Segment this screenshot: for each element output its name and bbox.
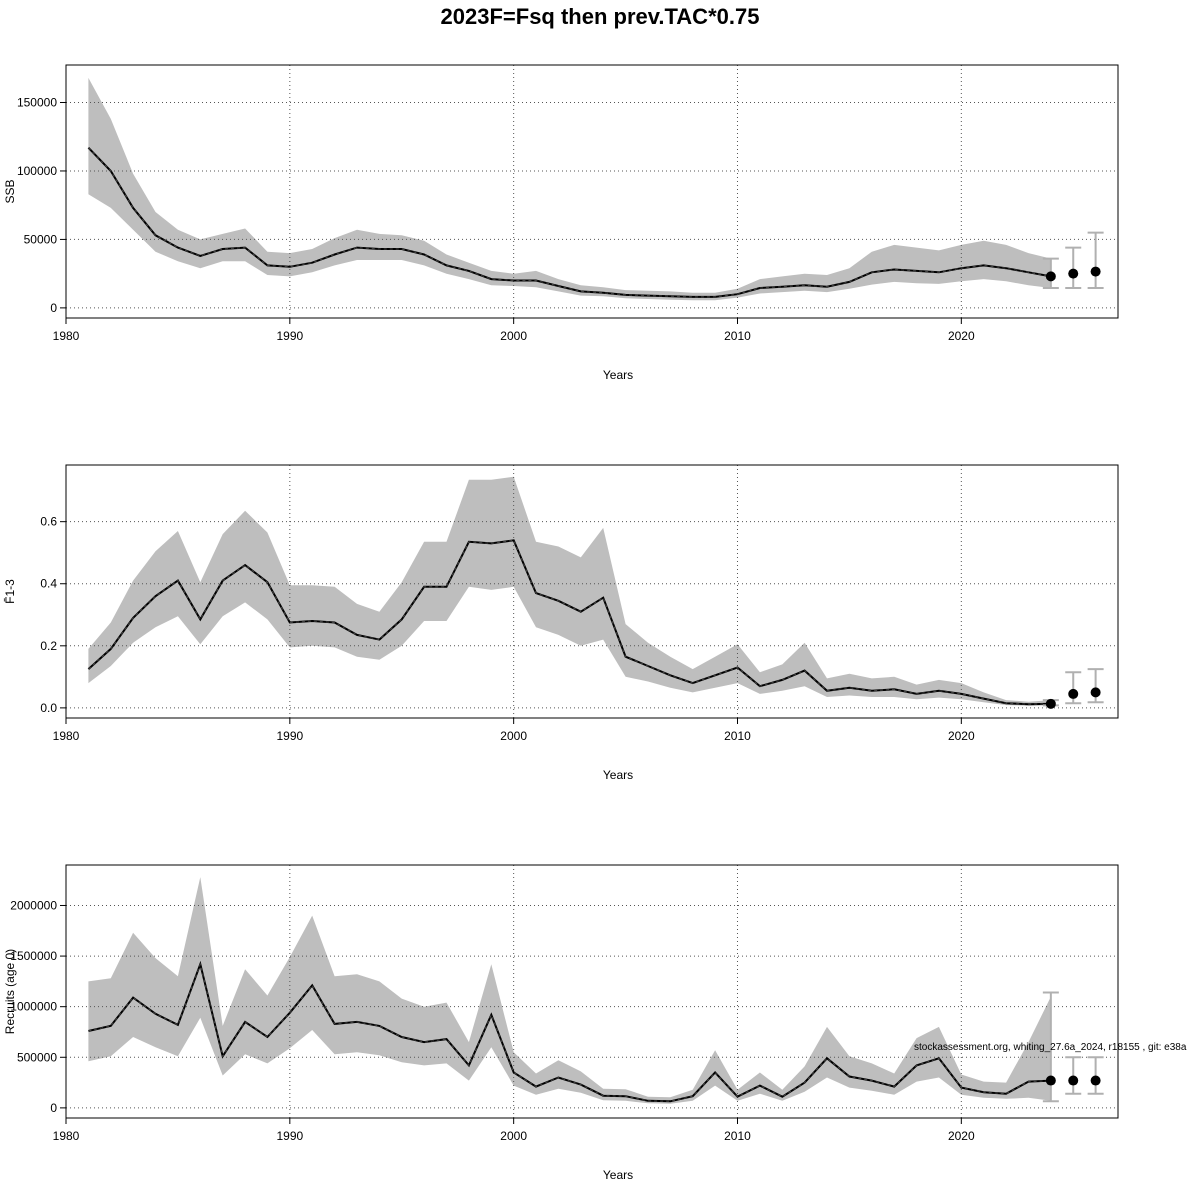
x-tick-label: 2020 (948, 329, 975, 343)
x-tick-label: 1990 (276, 1129, 303, 1143)
x-tick-label: 2020 (948, 1129, 975, 1143)
y-axis-label: Recruits (age 0) (3, 949, 17, 1034)
x-tick-label: 1980 (53, 729, 80, 743)
forecast-point (1090, 1075, 1101, 1086)
y-tick-label: 0.6 (40, 515, 57, 529)
forecast-point (1090, 687, 1101, 698)
estimate-line-dashed (88, 539, 1051, 705)
y-tick-label: 0 (50, 1101, 57, 1115)
forecast-point (1068, 688, 1079, 699)
x-tick-label: 1980 (53, 1129, 80, 1143)
ssb-panel: 1980 1990 2000 2010 2020 0 50000 100000 150000 Ye… (3, 64, 1119, 382)
forecast-point (1068, 268, 1079, 279)
y-axis-label: SSB (3, 179, 17, 203)
y-tick-label: 0.2 (40, 639, 57, 653)
y-tick-label: 0.4 (40, 577, 57, 591)
y-tick-label: 50000 (24, 232, 58, 246)
x-axis-label: Years (603, 368, 633, 382)
watermark-text: stockassessment.org, whiting_27.6a_2024,… (914, 1042, 1187, 1053)
x-tick-label: 1990 (276, 729, 303, 743)
confidence-band (88, 77, 1051, 301)
y-axis-label: F̄1-3 (3, 579, 17, 604)
x-tick-label: 2010 (724, 1129, 751, 1143)
y-tick-label: 1000000 (10, 1000, 57, 1014)
forecast-point (1068, 1075, 1079, 1086)
confidence-band (88, 877, 1051, 1104)
estimate-line-dashed (88, 962, 1051, 1102)
y-tick-label: 150000 (17, 96, 57, 110)
confidence-band (88, 476, 1051, 706)
x-tick-label: 2010 (724, 329, 751, 343)
forecast-point (1045, 1075, 1056, 1086)
x-tick-label: 1990 (276, 329, 303, 343)
plot-frame (65, 864, 1119, 1119)
x-tick-label: 2000 (500, 1129, 527, 1143)
fbar-panel: 1980 1990 2000 2010 2020 0.0 0.2 0.4 0.6 Years F̄1… (3, 464, 1119, 782)
forecast-point (1045, 271, 1056, 282)
x-tick-label: 2000 (500, 329, 527, 343)
x-axis-label: Years (603, 1168, 633, 1182)
x-tick-label: 2000 (500, 729, 527, 743)
x-tick-label: 2010 (724, 729, 751, 743)
estimate-line-dashed (88, 147, 1051, 298)
recruits-panel: 1980 1990 2000 2010 2020 0 500000 1000000 150000… (3, 864, 1119, 1182)
x-axis-label: Years (603, 768, 633, 782)
x-tick-label: 2020 (948, 729, 975, 743)
y-tick-label: 500000 (17, 1050, 57, 1064)
forecast-point (1045, 698, 1056, 709)
plot-frame (65, 464, 1119, 719)
plot-frame (65, 64, 1119, 319)
forecast-point (1090, 266, 1101, 277)
chart-title: 2023F=Fsq then prev.TAC*0.75 (441, 4, 760, 29)
y-tick-label: 0.0 (40, 701, 57, 715)
y-tick-label: 1500000 (10, 949, 57, 963)
y-tick-label: 0 (50, 301, 57, 315)
x-tick-label: 1980 (53, 329, 80, 343)
y-tick-label: 100000 (17, 164, 57, 178)
y-tick-label: 2000000 (10, 898, 57, 912)
